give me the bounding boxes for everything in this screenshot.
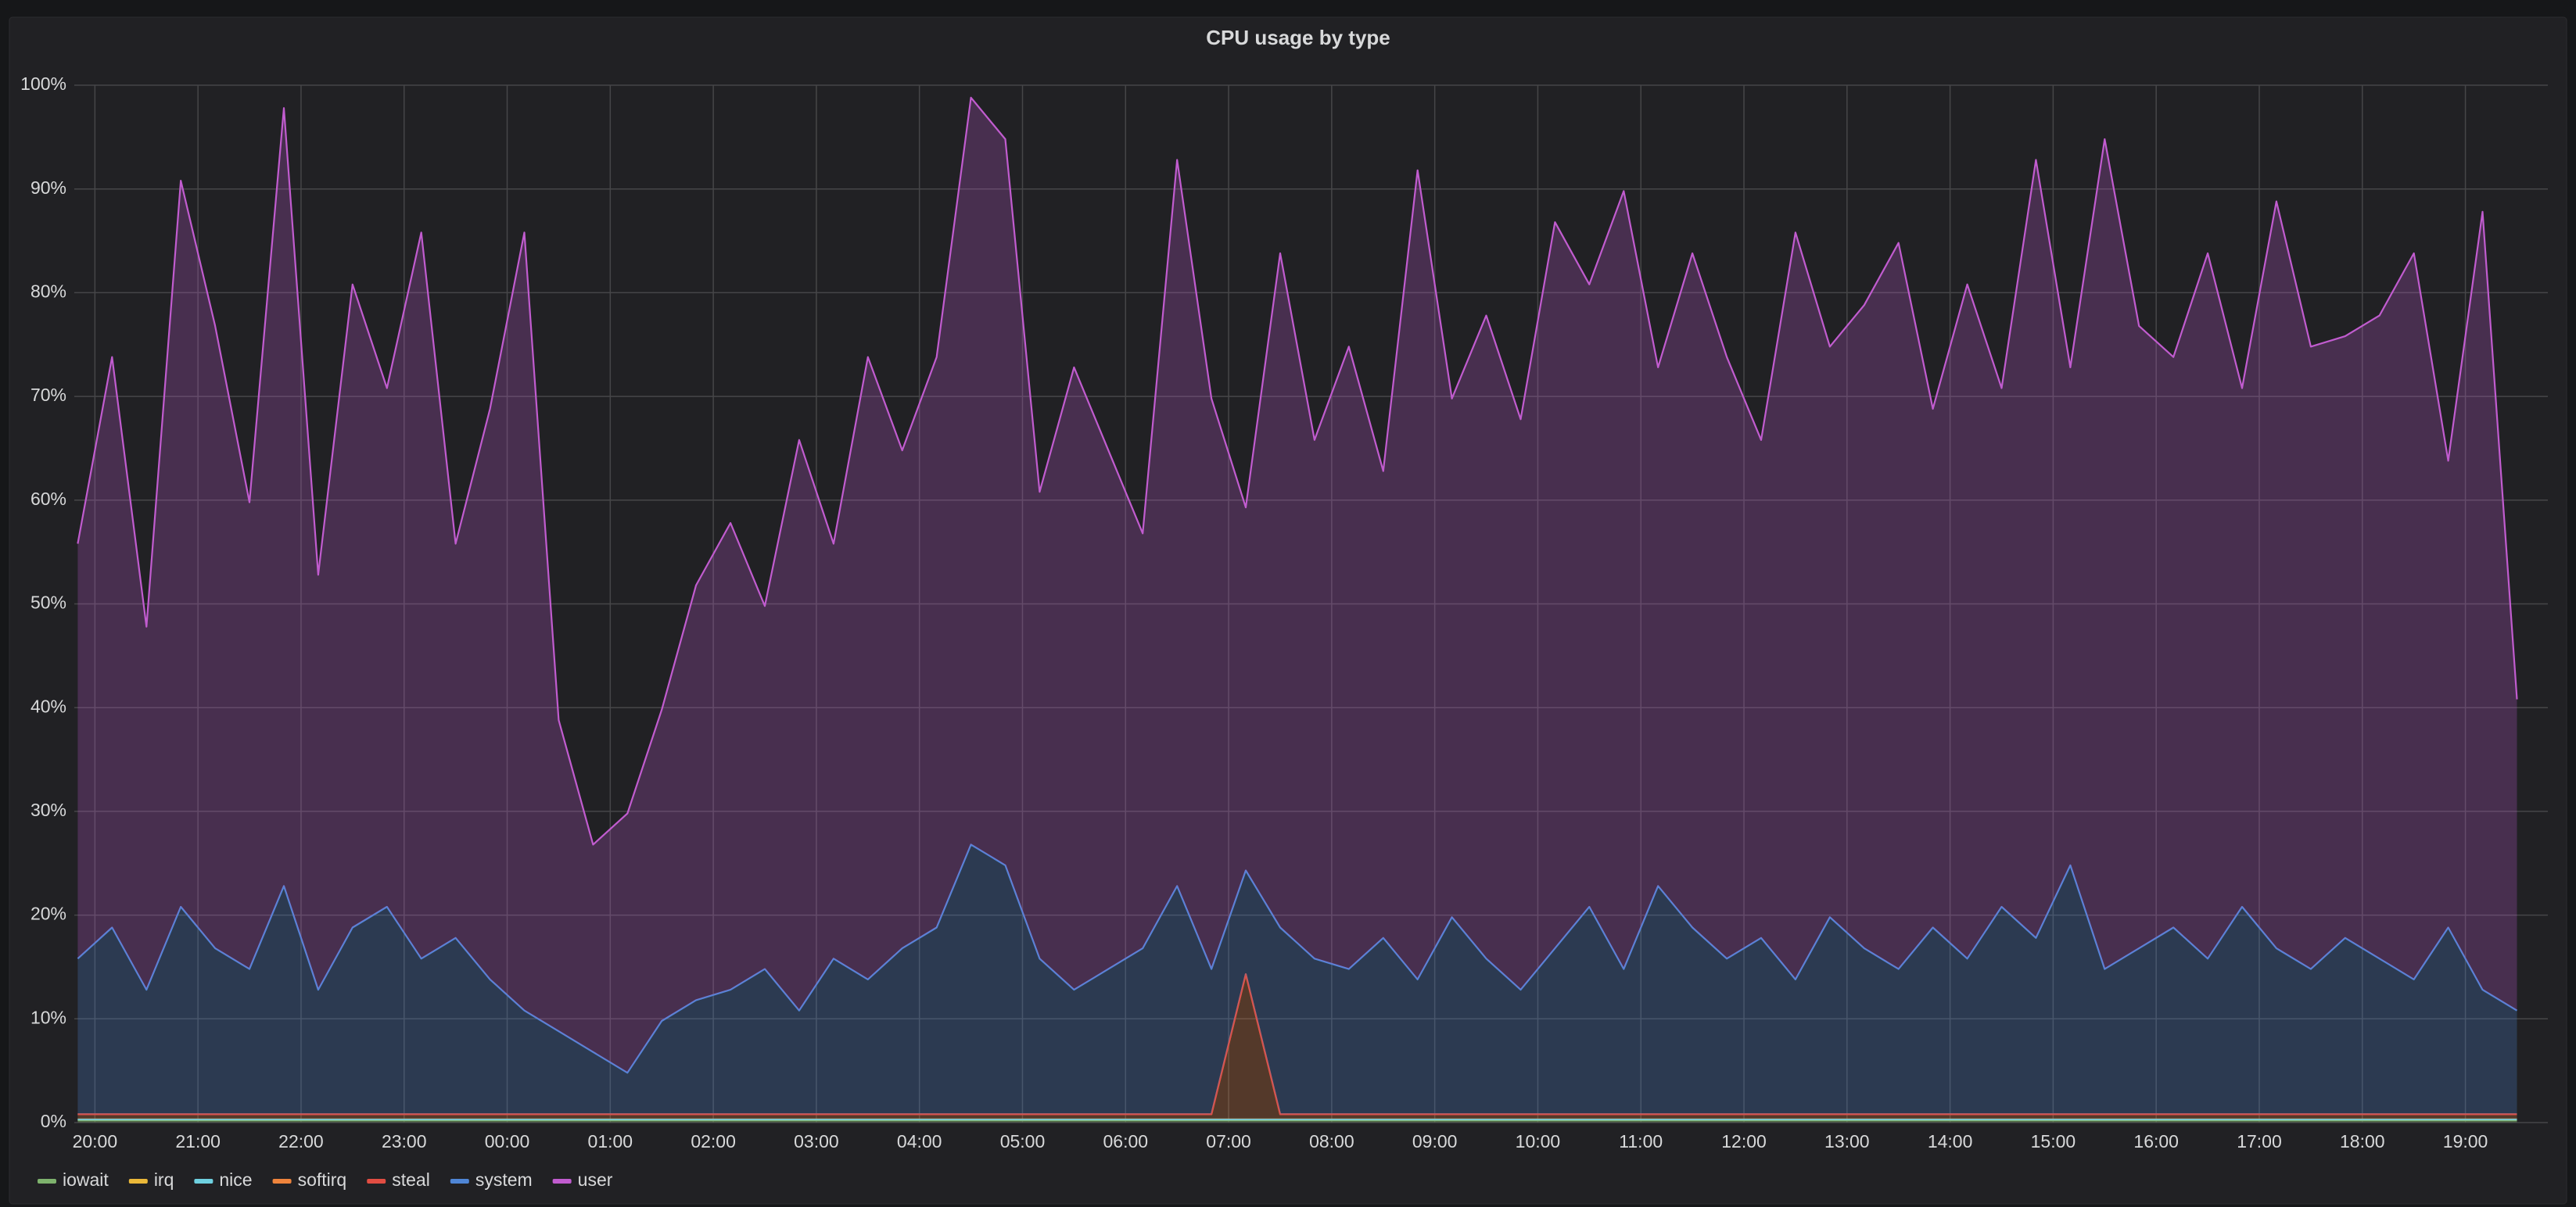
x-tick-label: 16:00 (2133, 1131, 2179, 1151)
panel-title: CPU usage by type (1206, 26, 1390, 49)
legend-label: user (578, 1169, 613, 1190)
x-tick-label: 13:00 (1824, 1131, 1870, 1151)
y-tick-label: 20% (30, 904, 66, 924)
x-tick-label: 10:00 (1516, 1131, 1561, 1151)
panel (9, 16, 2567, 1205)
x-tick-label: 17:00 (2237, 1131, 2282, 1151)
x-tick-label: 15:00 (2031, 1131, 2076, 1151)
legend-swatch (272, 1179, 292, 1184)
legend-swatch (552, 1179, 572, 1184)
y-tick-label: 10% (30, 1007, 66, 1027)
legend-label: iowait (63, 1169, 109, 1190)
x-tick-label: 07:00 (1206, 1131, 1251, 1151)
series-line (77, 843, 2518, 1074)
x-tick-label: 11:00 (1619, 1131, 1663, 1151)
legend-label: steal (392, 1169, 430, 1190)
x-tick-label: 20:00 (73, 1131, 118, 1151)
x-tick-label: 05:00 (1000, 1131, 1046, 1151)
x-tick-label: 00:00 (485, 1131, 530, 1151)
y-tick-label: 30% (30, 800, 66, 820)
y-tick-label: 0% (41, 1111, 66, 1131)
legend-swatch (38, 1179, 56, 1184)
x-tick-label: 04:00 (897, 1131, 942, 1151)
y-tick-label: 60% (30, 489, 66, 509)
y-tick-label: 40% (30, 696, 66, 716)
y-tick-label: 50% (30, 593, 66, 613)
x-tick-label: 18:00 (2340, 1131, 2385, 1151)
legend-label: irq (154, 1169, 174, 1190)
x-tick-label: 19:00 (2443, 1131, 2488, 1151)
series-line (77, 96, 2518, 846)
x-tick-label: 06:00 (1103, 1131, 1148, 1151)
x-tick-label: 14:00 (1928, 1131, 1973, 1151)
x-tick-label: 21:00 (175, 1131, 221, 1151)
x-tick-label: 23:00 (382, 1131, 427, 1151)
x-tick-label: 09:00 (1412, 1131, 1458, 1151)
series-line (77, 973, 2517, 1116)
x-tick-label: 02:00 (691, 1131, 736, 1151)
y-tick-label: 70% (30, 385, 66, 405)
x-tick-label: 22:00 (278, 1131, 324, 1151)
x-tick-label: 01:00 (588, 1131, 633, 1151)
legend-swatch (194, 1179, 213, 1184)
legend-swatch (367, 1179, 386, 1184)
legend-label: softirq (298, 1169, 347, 1190)
y-tick-label: 100% (20, 73, 66, 94)
legend-swatch (128, 1179, 148, 1184)
legend-label: system (475, 1169, 533, 1190)
y-tick-label: 80% (30, 281, 66, 301)
series-area (77, 97, 2517, 1073)
legend-label: nice (219, 1169, 252, 1190)
x-tick-label: 12:00 (1721, 1131, 1767, 1151)
legend-swatch (450, 1179, 469, 1184)
x-tick-label: 08:00 (1309, 1131, 1354, 1151)
x-tick-label: 03:00 (794, 1131, 839, 1151)
series-area (77, 844, 2517, 1115)
y-tick-label: 90% (30, 177, 66, 198)
